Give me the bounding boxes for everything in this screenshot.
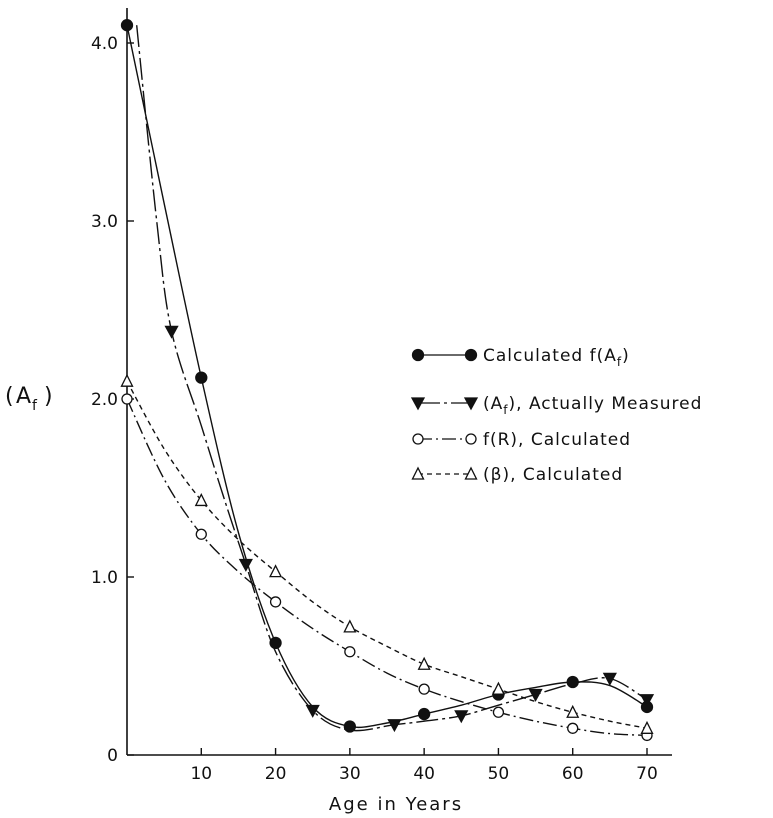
series-0-point — [269, 636, 282, 650]
series-2-point — [195, 528, 207, 540]
series-3-point — [640, 720, 654, 734]
y-tick-label: 2.0 — [91, 390, 118, 410]
x-tick-label: 40 — [413, 764, 435, 784]
series-2-point — [492, 706, 505, 718]
legend-label-2: f(R), Calculated — [483, 430, 631, 450]
series-0-point — [120, 19, 134, 32]
x-tick-label: 10 — [190, 764, 212, 784]
series-0-point — [566, 675, 579, 689]
series-0-point — [195, 371, 208, 384]
series-1-point — [528, 688, 543, 702]
series-3-point — [566, 704, 580, 718]
series-line-1 — [136, 25, 648, 732]
x-tick-label: 70 — [636, 764, 658, 784]
legend-marker-2 — [465, 433, 477, 445]
axes — [126, 8, 672, 756]
series-1-point — [305, 704, 320, 718]
series-line-3 — [126, 380, 648, 729]
ticks: 10 20 30 40 50 60 70 0 1.0 2.0 3.0 4.0 — [91, 34, 658, 784]
series-1-point — [639, 694, 655, 708]
y-tick-label: 0 — [107, 746, 118, 766]
legend-marker-1 — [410, 397, 426, 411]
series-3-point — [417, 656, 431, 670]
y-axis-title: ( A f ) — [5, 384, 53, 414]
legend-marker-0 — [411, 348, 425, 362]
series-2-point — [344, 646, 356, 658]
x-tick-label: 30 — [339, 764, 361, 784]
series-3-point — [120, 373, 134, 387]
series-0-point — [417, 707, 431, 721]
x-tick-label: 50 — [488, 764, 510, 784]
y-axis-title-paren-open: ( — [5, 384, 14, 409]
legend-label-3: (β), Calculated — [483, 465, 623, 485]
y-axis-title-main: A — [16, 384, 31, 409]
legend-marker-1 — [463, 397, 479, 411]
legend-label-1: (Af), Actually Measured — [483, 394, 702, 417]
y-tick-label: 3.0 — [91, 212, 118, 232]
legend-marker-0 — [464, 348, 478, 362]
legend-marker-3 — [411, 466, 425, 480]
series-3-point — [343, 619, 357, 633]
series-2-point — [567, 722, 579, 734]
series-1-point — [164, 325, 179, 339]
y-tick-label: 1.0 — [91, 568, 118, 588]
series-1-point — [454, 710, 469, 724]
series-1-point — [387, 719, 402, 733]
series-3-point — [194, 493, 208, 507]
series-2-point — [269, 596, 282, 608]
series-0-point — [343, 720, 357, 733]
series-2-point — [121, 393, 133, 405]
legend: Calculated f(Af) (Af), Actually Measured f… — [410, 346, 702, 485]
y-tick-label: 4.0 — [91, 34, 118, 54]
x-tick-label: 60 — [562, 764, 584, 784]
legend-marker-3 — [464, 466, 478, 480]
series-3-point — [269, 564, 283, 578]
series-markers — [120, 19, 655, 742]
series-1-point — [602, 672, 617, 686]
series-2-point — [418, 683, 430, 695]
series-3-point — [491, 681, 505, 695]
legend-marker-2 — [412, 433, 424, 445]
y-axis-title-paren-close: ) — [44, 384, 53, 409]
x-tick-label: 20 — [265, 764, 287, 784]
legend-label-0: Calculated f(Af) — [483, 346, 630, 369]
x-axis-title: Age in Years — [329, 794, 463, 815]
y-axis-title-subscript: f — [32, 398, 38, 414]
series-1-point — [238, 558, 253, 572]
